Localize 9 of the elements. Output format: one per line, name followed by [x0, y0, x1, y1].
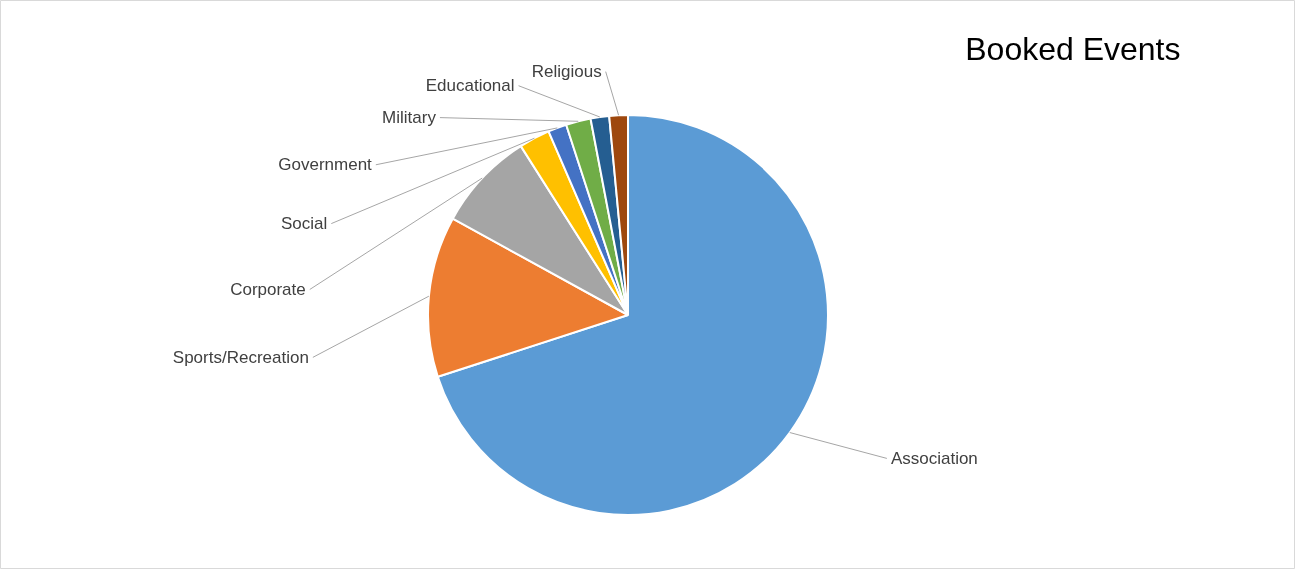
slice-label: Religious: [531, 62, 602, 82]
slice-label: Educational: [425, 76, 515, 96]
slice-label: Military: [382, 108, 437, 128]
slice-label: Sports/Recreation: [172, 347, 309, 367]
slice-label: Corporate: [230, 280, 306, 299]
text: Booked Events: [965, 30, 1181, 67]
slice-label: Association: [890, 448, 978, 468]
slice-label: Government: [278, 155, 373, 175]
slice-label: Social: [281, 214, 328, 234]
